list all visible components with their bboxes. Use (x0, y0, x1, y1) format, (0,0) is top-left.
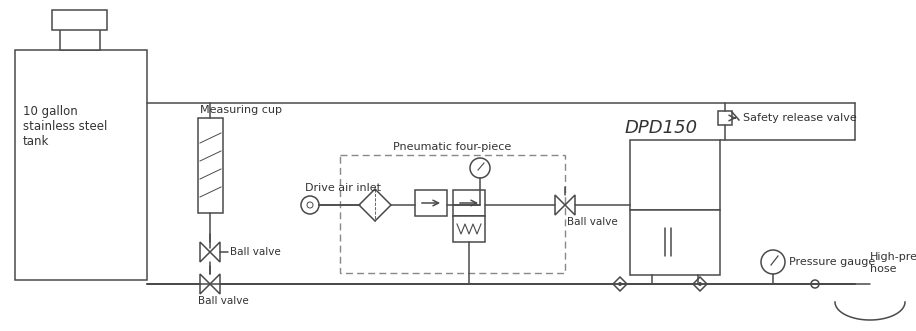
Text: 10 gallon
stainless steel
tank: 10 gallon stainless steel tank (23, 105, 107, 148)
Text: DPD150: DPD150 (625, 119, 698, 137)
Text: Pneumatic four-piece: Pneumatic four-piece (393, 142, 511, 152)
Bar (630, 140, 720, 210)
Bar (60, 28, 100, 50)
Circle shape (618, 282, 622, 286)
Bar (453, 190, 485, 216)
Text: Ball valve: Ball valve (567, 217, 617, 227)
Bar (415, 190, 447, 216)
Text: Pressure gauge: Pressure gauge (789, 257, 876, 267)
Bar (15, 50, 147, 280)
Text: Drive air inlet: Drive air inlet (305, 183, 381, 193)
Bar (52, 10, 107, 30)
Bar (340, 155, 565, 273)
Bar (198, 118, 223, 213)
Text: Measuring cup: Measuring cup (200, 105, 282, 115)
Circle shape (698, 282, 702, 286)
Text: High-pressure
hose: High-pressure hose (870, 253, 916, 274)
Bar (453, 216, 485, 242)
Text: Ball valve: Ball valve (198, 296, 249, 306)
Bar (718, 111, 732, 125)
Text: Safety release valve: Safety release valve (743, 113, 856, 123)
Text: Ball valve: Ball valve (230, 247, 280, 257)
Bar (630, 210, 720, 275)
